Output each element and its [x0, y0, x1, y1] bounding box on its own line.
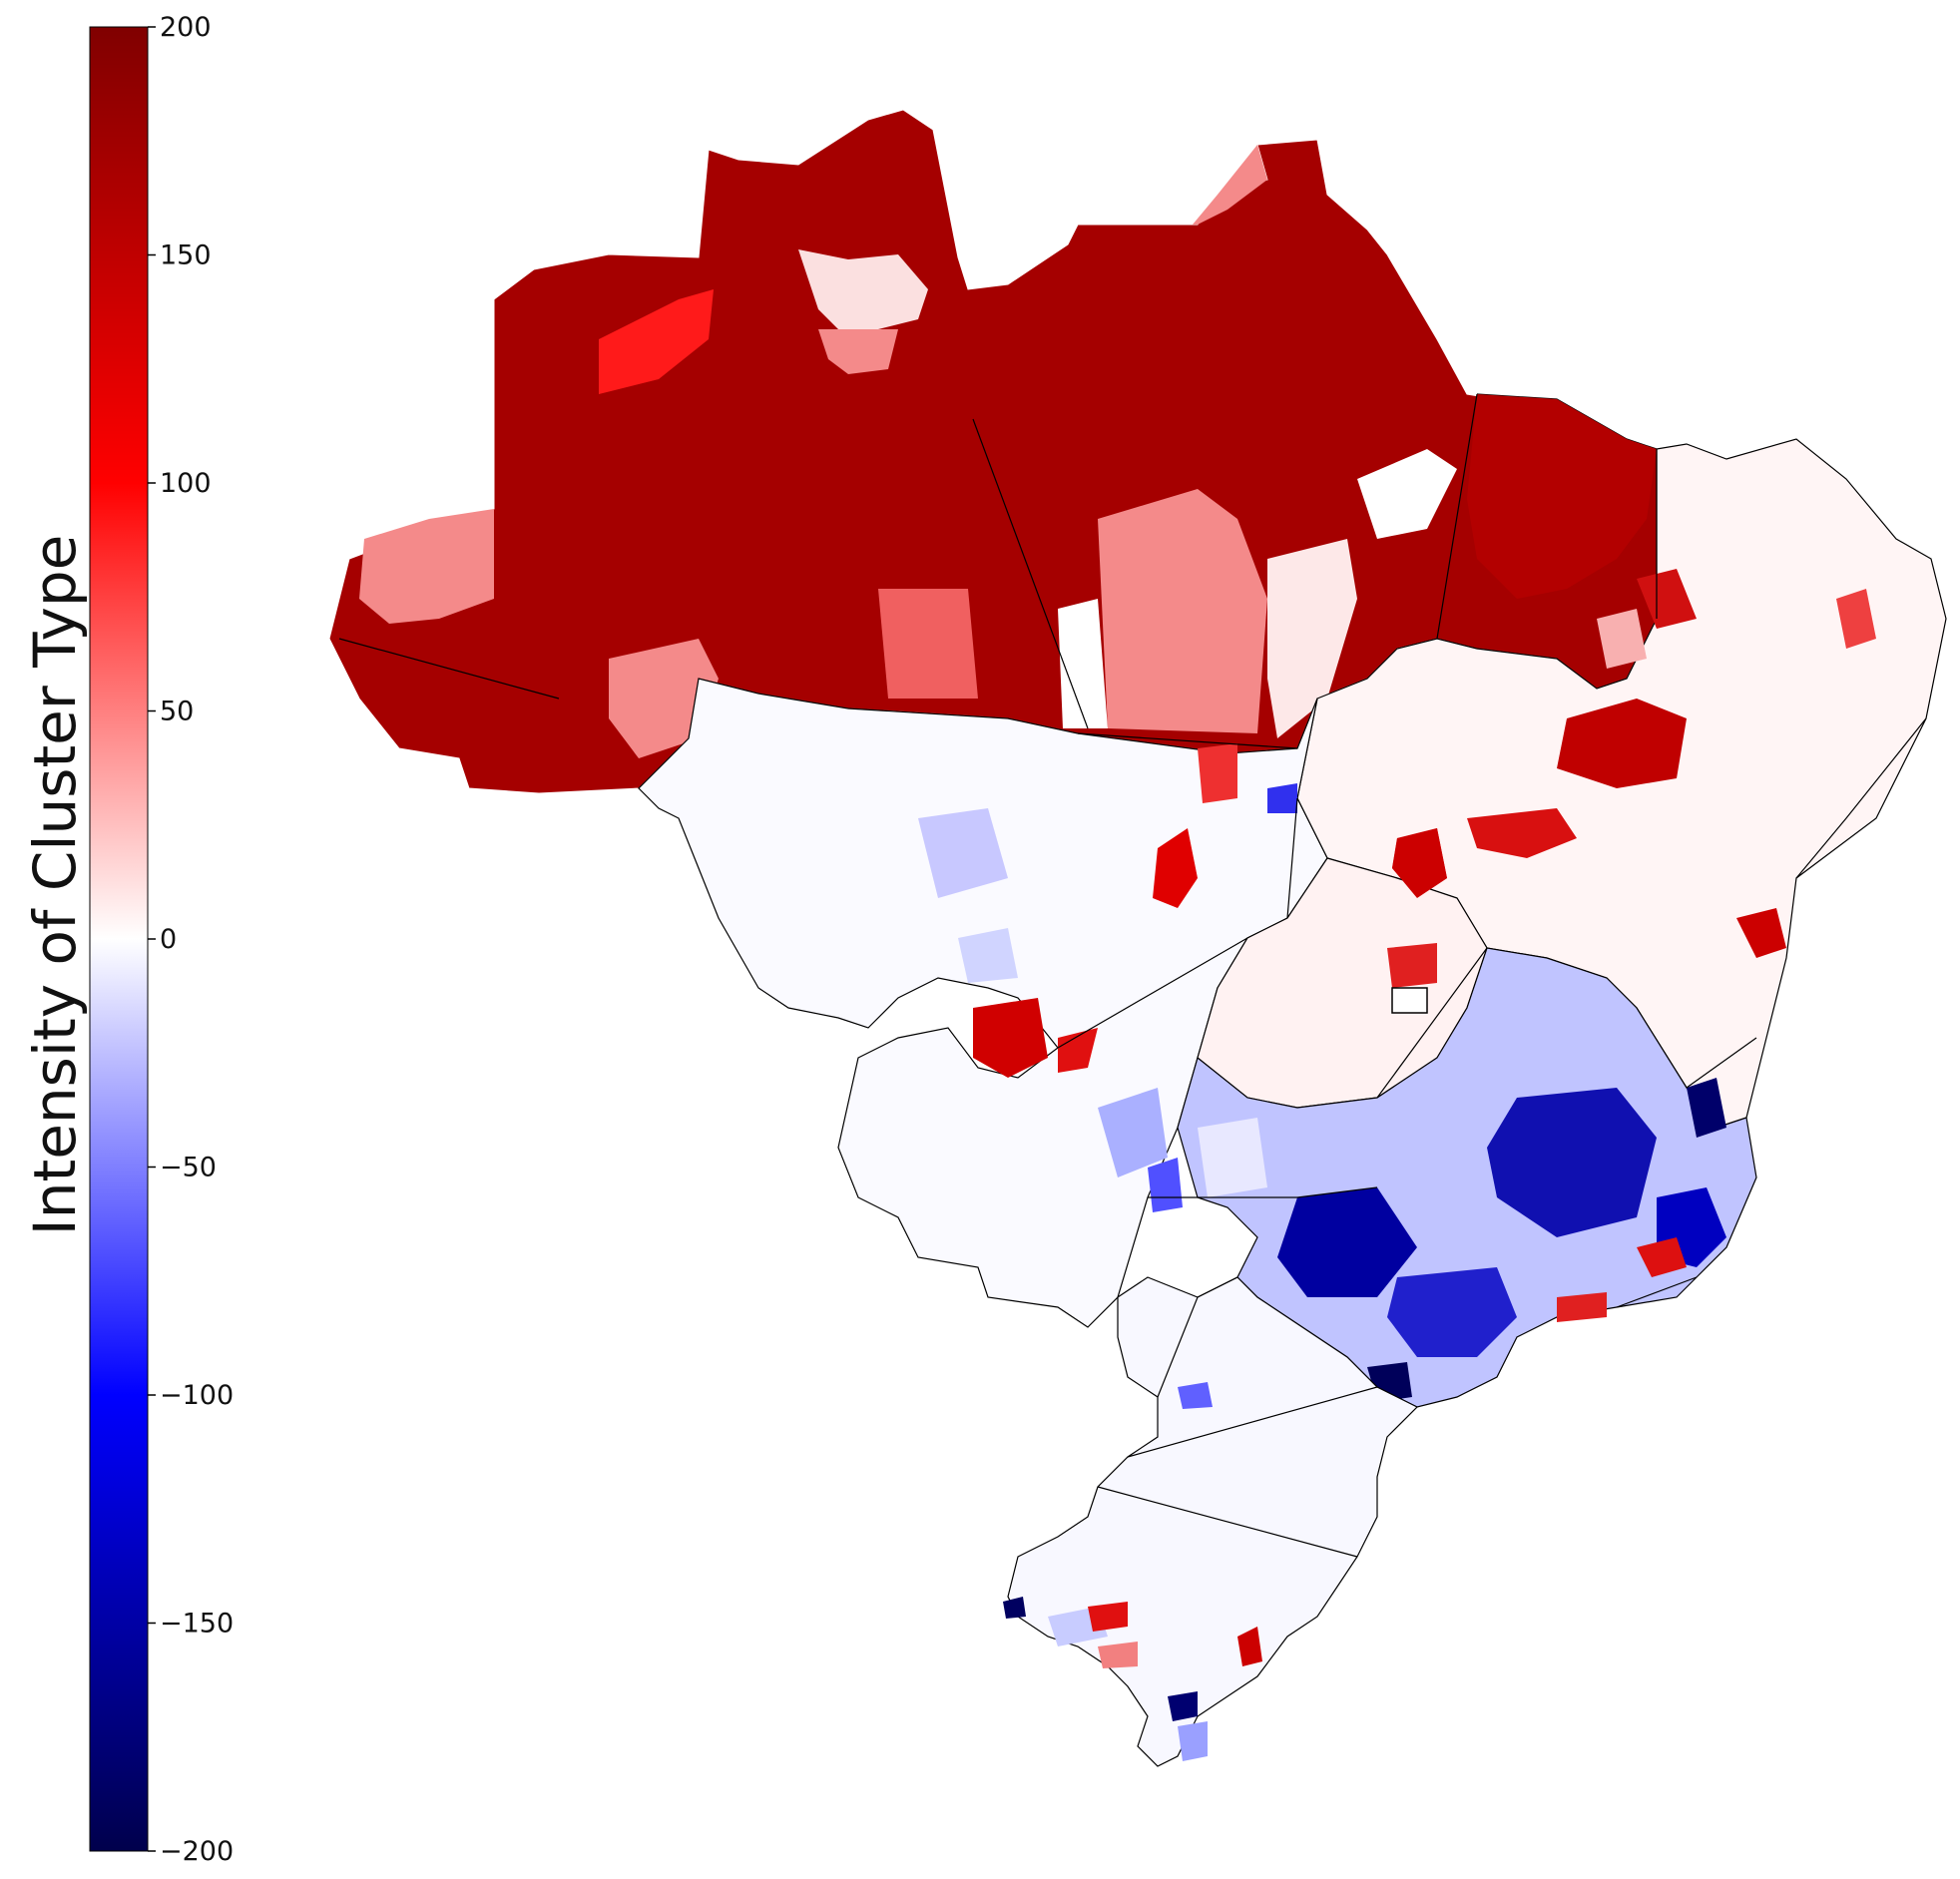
region-cw-blue-4 [958, 928, 1018, 983]
region-cw-blue-1 [918, 808, 1008, 898]
region-cw-red-3 [1058, 1028, 1098, 1073]
region-se-red-2 [1557, 1292, 1607, 1322]
region-ne-light-1 [1597, 609, 1647, 669]
region-to-red-1 [1392, 828, 1447, 898]
state-borders [338, 393, 1927, 1558]
region-cw-blue-5 [1267, 783, 1297, 813]
region-ne-red-2 [1557, 699, 1687, 788]
region-north-white-1 [1058, 599, 1108, 728]
region-ne-red-3 [1467, 808, 1577, 858]
region-se-blue-dark-1 [1487, 1088, 1657, 1237]
region-cw-red-1 [1153, 828, 1198, 908]
colorbar-tick-label: 150 [160, 240, 212, 271]
colorbar-tick-label: −150 [160, 1609, 234, 1640]
region-se-blue-dark-2 [1277, 1187, 1417, 1297]
region-se-navy-1 [1687, 1078, 1726, 1138]
colorbar-gradient [89, 26, 149, 1852]
colorbar-tick-label: 0 [160, 924, 177, 955]
region-ne-red-6 [1836, 589, 1876, 649]
region-north-light-6 [1098, 489, 1267, 733]
region-north-light-5 [878, 589, 978, 699]
region-south-navy-1 [1168, 1691, 1198, 1721]
colorbar-tick-label: 100 [160, 468, 212, 499]
region-se-blue-dark-3 [1387, 1267, 1517, 1357]
region-to-red-2 [1387, 943, 1437, 988]
region-north-light-2 [818, 329, 898, 374]
region-north-light-1 [798, 249, 928, 329]
colorbar: 200 150 100 50 0 −50 −100 −150 −200 [89, 12, 234, 1867]
colorbar-tick-label: −50 [160, 1153, 217, 1183]
region-amapa-light [1193, 145, 1267, 225]
region-south-red-2 [1098, 1642, 1138, 1668]
region-north-red-1 [599, 289, 714, 394]
region-south-red-3 [1237, 1627, 1262, 1666]
colorbar-tick-label: −100 [160, 1380, 234, 1411]
region-ne-red-5 [1736, 908, 1786, 958]
colorbar-tick-label: −200 [160, 1836, 234, 1867]
region-south-blue-2 [1178, 1721, 1208, 1761]
region-se-red-1 [1637, 1237, 1687, 1277]
region-north-white-3 [1357, 449, 1457, 539]
region-ne-red-1 [1467, 394, 1657, 599]
region-south-navy-2 [1003, 1597, 1026, 1619]
colorbar-tick-label: 200 [160, 12, 212, 43]
region-cw-blue-3 [1148, 1158, 1183, 1212]
region-cw-blue-2 [1098, 1088, 1168, 1177]
colorbar-ticks: 200 150 100 50 0 −50 −100 −150 −200 [148, 12, 234, 1867]
region-cw-red-2 [973, 998, 1048, 1078]
region-cw-red-4 [1198, 743, 1237, 803]
region-north-white-2 [1267, 539, 1357, 738]
region-se-light-1 [1198, 1118, 1267, 1197]
federal-district [1391, 987, 1428, 1014]
region-south-red-1 [1088, 1602, 1128, 1632]
region-ne-red-7 [1637, 569, 1697, 629]
region-south-blue-3 [1178, 1382, 1213, 1409]
colorbar-tick-label: 50 [160, 697, 194, 727]
region-north-light-3 [359, 509, 494, 624]
